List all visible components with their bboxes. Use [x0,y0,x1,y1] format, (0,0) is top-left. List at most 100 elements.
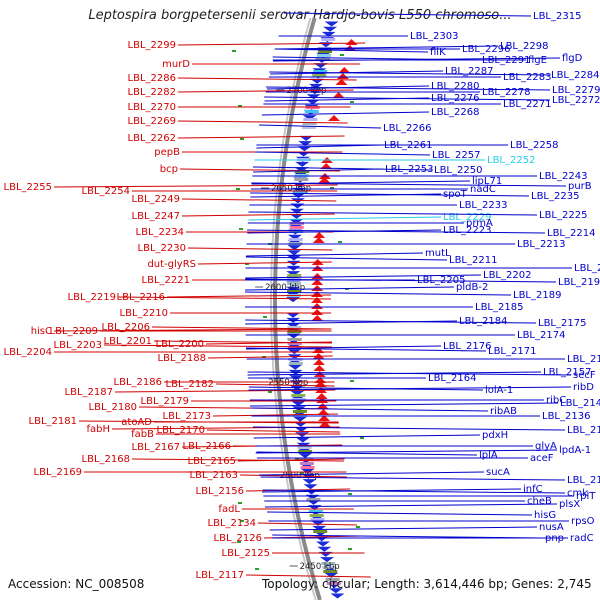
gene-label-reverse: hisC [31,326,52,337]
gene-label-reverse: LBL_2204 [4,347,52,358]
label-leader [267,511,533,516]
forward-gene-arrow [328,588,343,594]
gene-label-forward: LBL_2266 [383,123,431,134]
label-leader [197,261,332,265]
feature-block [297,446,312,449]
label-leader [206,429,340,433]
forward-gene-arrow [303,484,318,490]
label-leader [245,574,371,578]
reverse-gene-arrow [311,291,323,297]
feature-block [287,290,301,293]
gene-label-reverse: LBL_2117 [196,570,244,581]
label-leader [259,471,485,476]
gene-label-forward: LBL_2250 [434,165,482,176]
gene-marker [268,391,272,393]
gene-label-forward: LBL_2189 [513,290,561,301]
gene-label-forward: infC [523,484,543,495]
gene-label-reverse: LBL_2168 [82,454,130,465]
forward-gene-arrow [290,390,305,396]
gene-label-forward: LBL_2252 [487,155,535,166]
forward-gene-arrow [306,94,321,100]
forward-gene-arrow [321,31,336,37]
forward-gene-arrow [286,271,301,277]
feature-block [295,170,310,173]
forward-gene-arrow [286,323,301,329]
gene-label-forward: LBL_2261 [384,140,432,151]
gene-marker [340,54,344,56]
reverse-gene-arrow [345,39,358,45]
gene-label-forward: LBL_2287 [445,66,493,77]
gene-label-reverse: LBL_2181 [29,416,77,427]
label-leader [103,344,333,348]
feature-block [321,38,336,41]
feature-block [287,342,302,345]
label-leader [244,291,512,296]
label-leader [177,120,348,124]
accession-label: Accession: NC_008508 [8,577,145,591]
gene-marker [236,188,240,190]
label-leader [248,211,538,216]
label-leader [187,247,333,251]
reverse-gene-arrow [311,297,323,303]
forward-gene-arrow [297,146,312,152]
gene-label-forward: LBL_2157 [543,367,591,378]
forward-gene-arrow [286,312,301,318]
label-leader [247,229,546,234]
gene-label-reverse: LBL_2186 [114,377,162,388]
gene-marker [245,263,249,265]
gene-label-forward: LBL_2315 [533,11,581,22]
gene-label-forward: LBL_2233 [459,200,507,211]
gene-label-reverse: LBL_2216 [117,292,165,303]
right-label-group: LBL_2315 LBL_2303 LBL_2298 fliK LBL_2296 flgD… [244,11,600,544]
gene-label-reverse: LBL_2262 [128,133,176,144]
gene-marker [300,472,304,474]
gene-label-forward: ribC [546,395,566,406]
feature-block [321,562,336,565]
reverse-gene-arrow [317,409,330,415]
reverse-gene-arrow [318,421,331,427]
gene-marker [350,380,354,382]
label-leader [248,386,572,391]
forward-gene-arrow [294,427,309,433]
gene-marker [330,187,334,189]
label-leader [207,355,333,359]
reverse-gene-arrow [318,177,331,183]
label-leader [248,386,484,391]
gene-label-reverse: LBL_2221 [142,275,190,286]
feature-block [299,462,314,465]
gene-label-forward: pldB-2 [456,282,488,293]
reverse-gene-arrow [311,279,324,285]
gene-label-reverse: fabB [131,429,154,440]
label-leader [177,89,354,93]
gene-label-forward: LBL_2272 [552,95,600,106]
feature-block [289,226,304,229]
gene-marker [295,458,299,460]
feature-block [317,54,332,57]
label-leader [250,407,489,412]
label-leader [259,124,382,129]
gene-label-forward: ribAB [490,406,517,417]
gene-label-reverse: LBL_2270 [128,102,176,113]
label-leader [114,389,336,393]
feature-block [309,514,324,517]
gene-label-reverse: LBL_2209 [50,326,98,337]
label-leader [249,402,559,407]
gene-label-forward: lpdA-1 [559,445,591,456]
reverse-gene-arrow [318,415,331,421]
forward-gene-arrow [298,141,313,147]
gene-marker [240,138,244,140]
gene-label-forward: LBL_2283 [503,72,551,83]
gene-label-forward: cmk [567,488,588,499]
label-leader [246,347,487,352]
feature-block [287,326,302,329]
label-leader [117,296,332,300]
label-leader [177,77,357,81]
forward-gene-arrow [300,468,315,474]
gene-label-forward: LBL_2276 [431,93,479,104]
gene-label-forward: LBL_2140 [560,398,600,409]
label-leader [251,182,567,187]
gene-label-reverse: LBL_2163 [190,470,238,481]
gene-label-forward: radC [570,533,594,544]
gene-label-reverse: LBL_2299 [128,40,176,51]
